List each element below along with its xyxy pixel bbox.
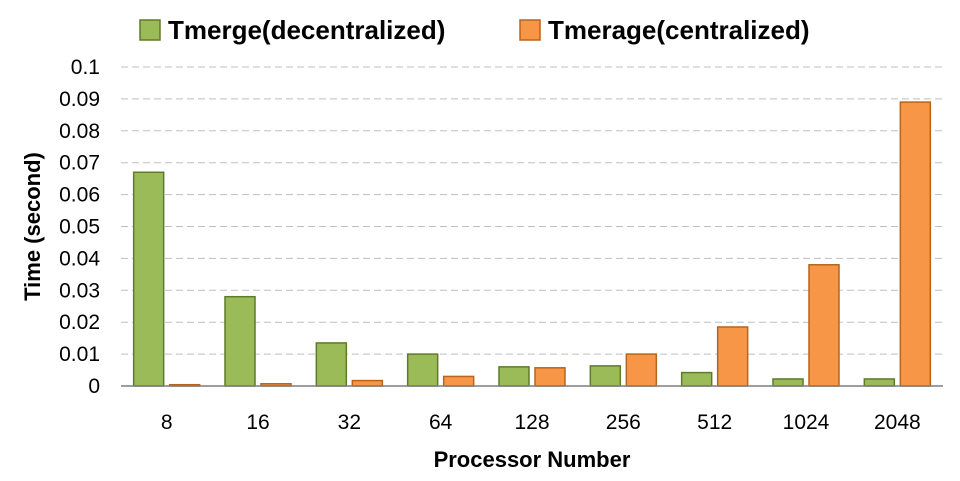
bar-decentralized-16 (224, 295, 256, 387)
y-axis-title: Time (second) (20, 152, 45, 301)
y-tick-label: 0.03 (59, 279, 100, 302)
y-tick-label: 0.01 (59, 343, 100, 366)
y-axis-ticks: 0 0.01 0.02 0.03 0.04 0.05 0.06 0.07 0.08 0.09 0.1 (59, 56, 100, 398)
bars (132, 101, 932, 387)
y-tick-label: 0 (88, 375, 100, 398)
y-tick-label: 0.02 (59, 311, 100, 334)
bar-decentralized-512 (680, 371, 713, 387)
bar-decentralized-32 (315, 342, 348, 387)
gridlines (121, 66, 943, 355)
legend: Tmerge(decentralized) Tmerage(centralize… (139, 15, 810, 45)
legend-label-decentralized: Tmerge(decentralized) (168, 15, 445, 45)
y-tick-label: 0.08 (59, 120, 100, 143)
bar-centralized-128 (534, 367, 566, 387)
y-tick-label: 0.05 (59, 216, 100, 239)
x-tick-label: 8 (161, 411, 173, 434)
bar-decentralized-128 (498, 366, 530, 387)
y-tick-label: 0.09 (59, 88, 100, 111)
x-tick-label: 16 (246, 411, 269, 434)
bar-centralized-64 (442, 375, 475, 387)
bar-decentralized-64 (406, 353, 439, 387)
x-tick-label: 2048 (874, 411, 921, 434)
bar-centralized-512 (716, 326, 749, 387)
legend-label-centralized: Tmerage(centralized) (548, 15, 810, 45)
bar-centralized-32 (351, 379, 384, 387)
x-tick-label: 128 (514, 411, 549, 434)
y-tick-label: 0.1 (71, 56, 100, 79)
x-tick-label: 32 (338, 411, 361, 434)
bar-decentralized-2048 (863, 378, 896, 387)
bar-decentralized-8 (132, 171, 165, 387)
bar-decentralized-256 (589, 365, 622, 387)
legend-swatch-decentralized (139, 19, 161, 41)
legend-swatch-centralized (519, 19, 541, 41)
x-tick-label: 64 (429, 411, 453, 434)
x-axis-ticks: 8 16 32 64 128 256 512 1024 2048 (161, 411, 921, 434)
x-tick-label: 256 (606, 411, 641, 434)
bar-centralized-2048 (899, 101, 932, 387)
x-tick-label: 512 (697, 411, 732, 434)
y-tick-label: 0.06 (59, 184, 100, 207)
x-tick-label: 1024 (783, 411, 830, 434)
y-tick-label: 0.04 (59, 247, 100, 270)
bar-centralized-1024 (808, 264, 840, 387)
bar-centralized-256 (625, 353, 658, 387)
bar-decentralized-1024 (772, 378, 804, 387)
y-tick-label: 0.07 (59, 152, 100, 175)
x-axis-title: Processor Number (434, 447, 631, 472)
